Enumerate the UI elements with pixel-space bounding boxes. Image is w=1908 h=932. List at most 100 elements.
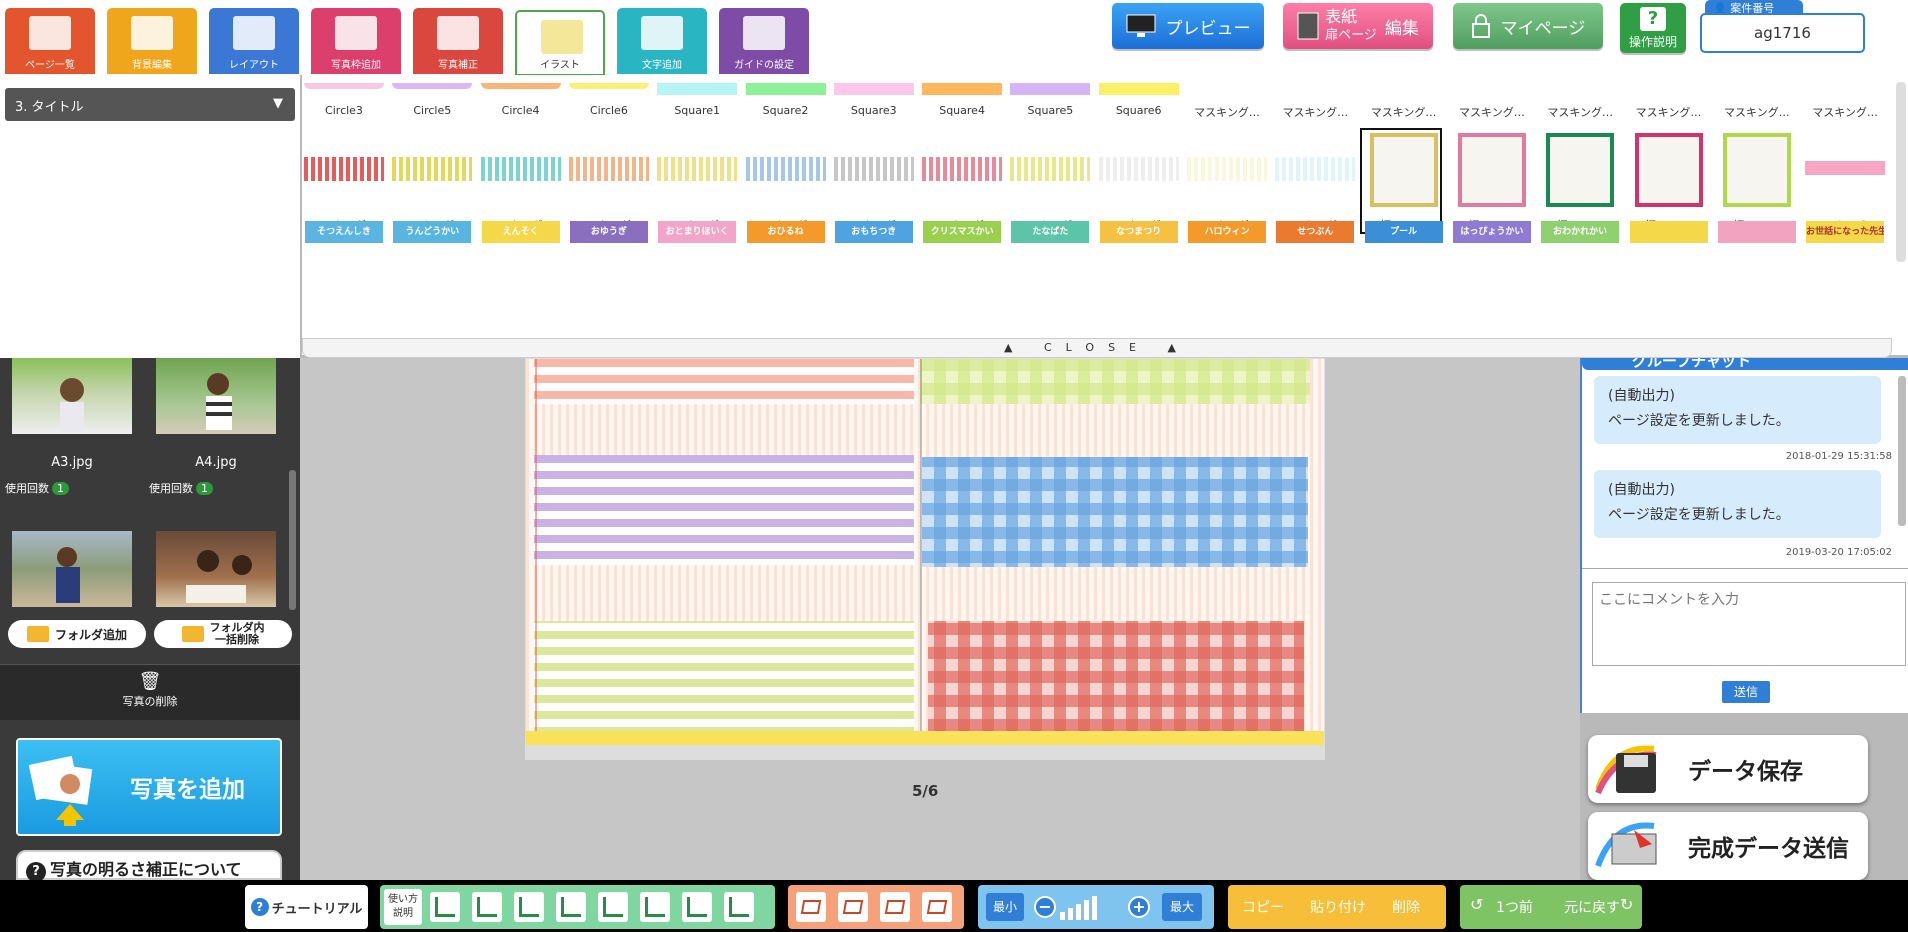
illustration-swatch[interactable]: [480, 157, 561, 181]
illustration-swatch[interactable]: [922, 157, 1003, 181]
illustration-swatch[interactable]: [1187, 157, 1267, 181]
title-ribbon[interactable]: えんそく: [481, 221, 560, 243]
cover-edit-button[interactable]: 表紙 扉ページ 編集: [1283, 3, 1433, 49]
illustration-swatch[interactable]: [1010, 157, 1091, 181]
title-ribbon[interactable]: [1629, 221, 1708, 243]
howto-button[interactable]: 使い方 説明: [384, 889, 422, 925]
title-ribbon[interactable]: せつぶん: [1276, 221, 1355, 243]
photo-thumb-a5[interactable]: [12, 531, 132, 607]
title-ribbon[interactable]: たなばた: [1011, 221, 1090, 243]
illustration-swatch[interactable]: [568, 157, 649, 181]
chat-scrollbar[interactable]: [1898, 376, 1906, 526]
illustration-swatch[interactable]: [304, 83, 384, 89]
illustration-swatch[interactable]: [1010, 83, 1091, 95]
title-ribbon[interactable]: お世話になった先生: [1806, 221, 1885, 243]
title-dropdown[interactable]: 3. タイトル ▼: [5, 88, 295, 121]
delete-button[interactable]: 削除: [1392, 900, 1420, 916]
illustration-swatch[interactable]: [1805, 83, 1885, 95]
align-icon[interactable]: [724, 892, 754, 922]
illustration-swatch[interactable]: [1452, 83, 1532, 95]
illustration-swatch[interactable]: [833, 157, 914, 181]
illustration-swatch[interactable]: [657, 83, 738, 95]
layer-order-icon[interactable]: [922, 892, 952, 922]
illustration-swatch[interactable]: [922, 83, 1003, 95]
illustration-swatch[interactable]: [745, 157, 826, 181]
illustration-swatch[interactable]: [568, 83, 649, 89]
tab-layout[interactable]: レイアウト: [209, 8, 299, 74]
tutorial-button[interactable]: ? チュートリアル: [245, 885, 368, 929]
layer-order-icon[interactable]: [838, 892, 868, 922]
folder-add-button[interactable]: フォルダ追加: [8, 620, 146, 648]
illustration-swatch[interactable]: [1187, 83, 1267, 95]
redo-icon[interactable]: ↻: [1620, 895, 1634, 914]
illustration-swatch[interactable]: [304, 157, 384, 181]
redo-button[interactable]: 元に戻す: [1564, 900, 1620, 916]
illustration-swatch[interactable]: [745, 83, 826, 95]
tab-photo-frame[interactable]: 写真枠追加: [311, 8, 401, 74]
submit-data-button[interactable]: 完成データ送信: [1588, 812, 1868, 880]
mypage-button[interactable]: マイページ: [1453, 3, 1603, 49]
illustration-scrollbar[interactable]: [1896, 82, 1906, 262]
illustration-swatch[interactable]: [1717, 83, 1797, 95]
title-ribbon[interactable]: うんどうかい: [393, 221, 472, 243]
illustration-swatch[interactable]: [1275, 157, 1356, 181]
copy-button[interactable]: コピー: [1242, 900, 1284, 916]
title-ribbon[interactable]: おわかれかい: [1541, 221, 1620, 243]
align-icon[interactable]: [430, 892, 460, 922]
align-icon[interactable]: [556, 892, 586, 922]
title-ribbon[interactable]: おひるね: [746, 221, 825, 243]
align-icon[interactable]: [514, 892, 544, 922]
illustration-swatch[interactable]: [1546, 133, 1615, 207]
folder-delete-all-button[interactable]: フォルダ内 一括削除: [154, 620, 292, 648]
illustration-swatch[interactable]: [1369, 133, 1438, 207]
photo-thumb-a4[interactable]: [156, 358, 276, 434]
illustration-close-bar[interactable]: ▲ CLOSE ▲: [302, 338, 1892, 358]
title-ribbon[interactable]: [1717, 221, 1796, 243]
tab-book[interactable]: ページ一覧: [5, 8, 95, 74]
brightness-help-button[interactable]: ? 写真の明るさ補正について: [16, 850, 282, 882]
tab-text-add[interactable]: 文字追加: [617, 8, 707, 74]
align-icon[interactable]: [682, 892, 712, 922]
illustration-swatch[interactable]: [1722, 133, 1791, 207]
tab-background[interactable]: 背景編集: [107, 8, 197, 74]
tab-illustration[interactable]: イラスト: [515, 10, 605, 76]
title-ribbon[interactable]: ハロウィン: [1188, 221, 1266, 243]
zoom-out-icon[interactable]: −: [1034, 896, 1056, 918]
illustration-swatch[interactable]: [657, 157, 738, 181]
save-data-button[interactable]: データ保存: [1588, 735, 1868, 803]
align-icon[interactable]: [472, 892, 502, 922]
illustration-swatch[interactable]: [833, 83, 914, 95]
zoom-level-icon[interactable]: [1060, 894, 1100, 920]
layer-order-icon[interactable]: [796, 892, 826, 922]
zoom-max-button[interactable]: 最大: [1162, 893, 1202, 921]
album-page[interactable]: [525, 358, 1325, 760]
illustration-swatch[interactable]: [1629, 83, 1709, 95]
illustration-swatch[interactable]: [1098, 157, 1179, 181]
title-ribbon[interactable]: おとまりほいく: [658, 221, 737, 243]
illustration-swatch[interactable]: [392, 83, 473, 89]
title-ribbon[interactable]: そつえんしき: [305, 221, 383, 243]
paste-button[interactable]: 貼り付け: [1310, 900, 1366, 916]
align-icon[interactable]: [598, 892, 628, 922]
illustration-swatch[interactable]: [1275, 83, 1355, 95]
illustration-swatch[interactable]: [1457, 133, 1526, 207]
title-ribbon[interactable]: おゆうぎ: [569, 221, 648, 243]
help-button[interactable]: ? 操作説明: [1620, 3, 1686, 53]
layer-order-icon[interactable]: [880, 892, 910, 922]
illustration-swatch[interactable]: [1364, 83, 1444, 95]
chat-send-button[interactable]: 送信: [1722, 681, 1770, 703]
tab-photo-adjust[interactable]: 写真補正: [413, 8, 503, 74]
add-photo-button[interactable]: 写真を追加: [16, 738, 282, 836]
photo-thumb-a3[interactable]: [12, 358, 132, 434]
title-ribbon[interactable]: なつまつり: [1099, 221, 1178, 243]
illustration-swatch[interactable]: [392, 157, 473, 181]
undo-icon[interactable]: ↺: [1470, 895, 1484, 914]
zoom-in-icon[interactable]: +: [1128, 896, 1150, 918]
delete-photo-button[interactable]: 🗑 写真の削除: [0, 664, 300, 720]
title-ribbon[interactable]: プール: [1364, 221, 1443, 243]
preview-button[interactable]: プレビュー: [1112, 3, 1264, 49]
title-ribbon[interactable]: おもちつき: [834, 221, 913, 243]
illustration-swatch[interactable]: [480, 83, 561, 89]
illustration-swatch[interactable]: [1098, 83, 1179, 95]
photo-library-scrollbar[interactable]: [289, 470, 296, 610]
